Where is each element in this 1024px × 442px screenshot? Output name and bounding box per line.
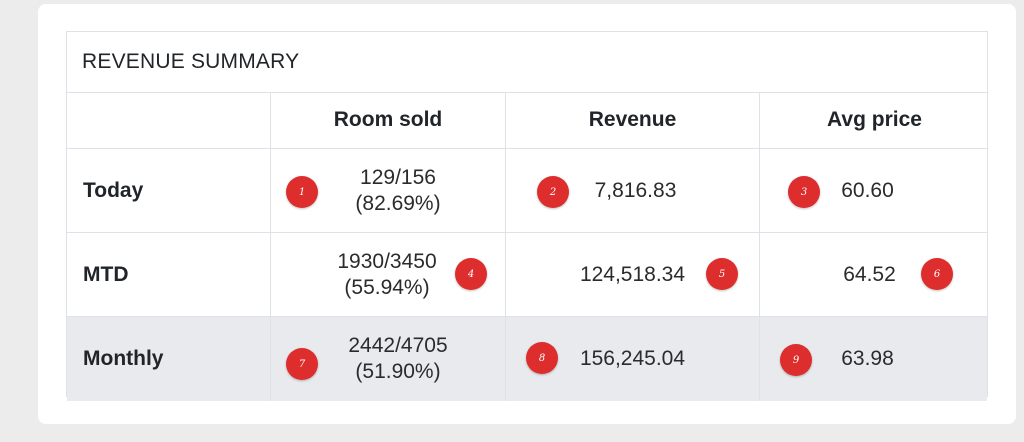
revenue-value: 124,518.34 [579,262,686,286]
rooms-sold-percent: (51.90%) [355,360,441,383]
header-avg-price: Avg price [827,108,922,131]
rooms-sold-value: 129/156 [360,165,436,189]
table-header-row: Room sold Revenue Avg price [67,92,987,149]
row-label: Monthly [67,317,271,401]
rooms-sold-percent: (82.69%) [355,191,441,215]
header-room-sold: Room sold [271,92,506,148]
revenue-cell: 124,518.34 5 [506,233,760,316]
revenue-table: Room sold Revenue Avg price Today 129/15… [67,92,987,401]
rooms-sold-cell: 129/156 (82.69%) 1 [271,149,506,232]
revenue-cell: 156,245.04 8 [506,317,760,401]
marker-badge[interactable]: 4 [455,258,487,290]
avg-price-cell: 60.60 3 [760,149,989,232]
row-label: Today [67,149,271,232]
marker-badge[interactable]: 7 [286,348,318,380]
revenue-cell: 7,816.83 2 [506,149,760,232]
rooms-sold-percent: (55.94%) [344,275,430,299]
table-row-mtd: MTD 1930/3450 (55.94%) 4 124,518.34 5 64… [67,233,987,317]
marker-badge[interactable]: 3 [788,176,820,208]
header-revenue: Revenue [506,92,760,148]
marker-badge[interactable]: 8 [526,342,558,374]
summary-card: REVENUE SUMMARY Room sold Revenue Avg pr… [38,4,1016,424]
avg-price-cell: 63.98 9 [760,317,989,401]
rooms-sold-cell: 2442/4705 (51.90%) 7 [271,317,506,401]
avg-price-value: 63.98 [841,347,894,370]
revenue-summary-panel: REVENUE SUMMARY Room sold Revenue Avg pr… [66,31,988,401]
marker-badge[interactable]: 2 [537,176,569,208]
panel-title: REVENUE SUMMARY [82,50,300,73]
revenue-value: 156,245.04 [579,347,686,370]
header-cell-empty [67,92,271,148]
rooms-sold-value: 2442/4705 [348,334,448,357]
avg-price-value: 64.52 [843,262,896,286]
revenue-value: 7,816.83 [594,178,677,202]
avg-price-value: 60.60 [841,178,894,202]
panel-header: REVENUE SUMMARY [67,32,987,93]
rooms-sold-value: 1930/3450 [337,249,437,273]
table-row-monthly: Monthly 2442/4705 (51.90%) 7 156,245.04 … [67,317,987,401]
marker-badge[interactable]: 9 [780,344,812,376]
avg-price-cell: 64.52 6 [760,233,989,316]
table-row-today: Today 129/156 (82.69%) 1 7,816.83 2 60.6… [67,149,987,233]
marker-badge[interactable]: 6 [921,258,953,290]
marker-badge[interactable]: 1 [286,176,318,208]
row-label: MTD [67,233,271,316]
rooms-sold-cell: 1930/3450 (55.94%) 4 [271,233,506,316]
marker-badge[interactable]: 5 [706,258,738,290]
